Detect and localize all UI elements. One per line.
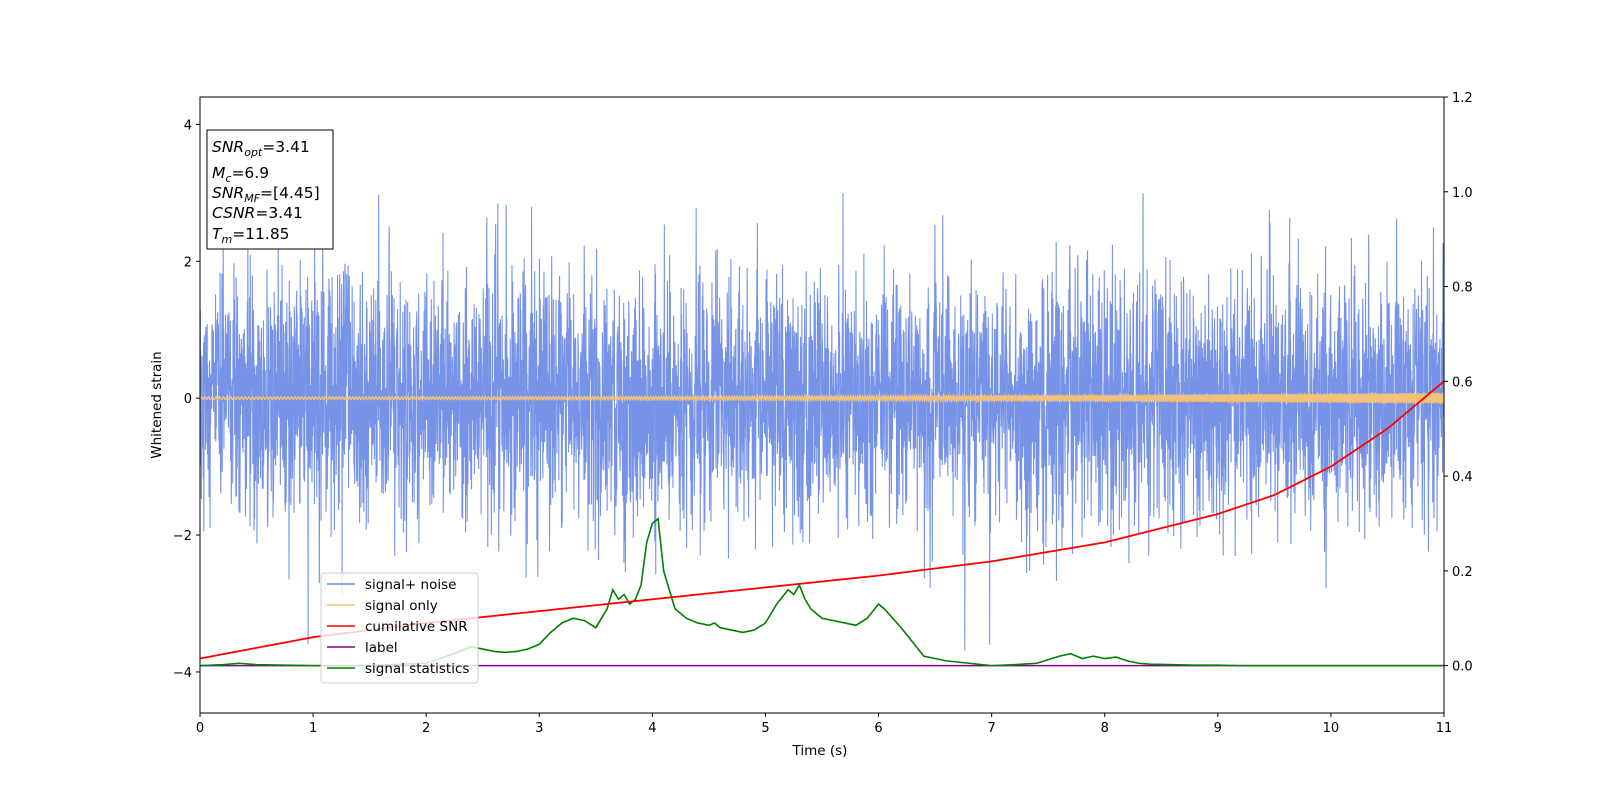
x-tick-label: 3 [535,721,543,736]
x-tick-label: 2 [422,721,430,736]
signal-only-line [200,391,1444,406]
y-right-tick-label: 1.0 [1452,186,1473,201]
y-right-tick-label: 0.8 [1452,281,1473,296]
y-right-tick-label: 0.2 [1452,565,1473,580]
y-axis-left: 4 2 0 −2 −4 [173,118,200,681]
legend-label-signal-statistics: signal statistics [365,661,469,677]
y-left-tick-label: −2 [173,529,192,544]
legend: signal+ noise signal only cumilative SNR… [320,572,479,684]
x-tick-label: 0 [196,721,204,736]
x-axis-label: Time (s) [792,743,848,759]
x-tick-label: 6 [874,721,882,736]
legend-label-cumulative-snr: cumilative SNR [365,619,468,635]
y-left-tick-label: 2 [184,255,192,270]
info-csnr: CSNR=3.41 [212,204,303,222]
signal-statistics-line [200,517,1444,667]
y-right-tick-label: 0.4 [1452,470,1473,485]
y-right-tick-label: 1.2 [1452,91,1473,106]
x-tick-label: 4 [648,721,656,736]
x-axis: 0 1 2 3 4 5 6 7 8 9 10 11 [196,713,1452,736]
y-left-tick-label: 0 [184,392,192,407]
x-tick-label: 5 [761,721,769,736]
x-tick-label: 8 [1101,721,1109,736]
y-right-tick-label: 0.0 [1452,660,1473,675]
info-tm: Tm=11.85 [212,225,290,246]
y-left-tick-label: −4 [173,666,192,681]
x-tick-label: 10 [1323,721,1340,736]
signal-statistics-series [200,517,1444,667]
y-right-tick-label: 0.6 [1452,375,1473,390]
info-snr-mf: SNRMF=[4.45] [212,184,320,205]
legend-label-signal-noise: signal+ noise [365,577,456,593]
x-tick-label: 11 [1436,721,1453,736]
signal-noise-series [200,193,1444,651]
y-axis-label: Whitened strain [149,351,165,458]
info-snr-opt: SNRopt=3.41 [212,138,310,159]
info-box: SNRopt=3.41 Mc=6.9 SNRMF=[4.45] CSNR=3.4… [206,129,334,250]
plot-frame [199,96,1445,714]
y-left-tick-label: 4 [184,118,192,133]
x-tick-label: 9 [1214,721,1222,736]
signal-only-series [200,391,1444,406]
x-tick-label: 7 [987,721,995,736]
signal-noise-line [200,193,1444,651]
legend-label-signal-only: signal only [365,598,438,614]
legend-frame [320,572,479,684]
info-box-frame [206,129,334,250]
x-tick-label: 1 [309,721,317,736]
legend-label-label: label [365,640,398,656]
y-axis-right: 1.2 1.0 0.8 0.6 0.4 0.2 0.0 [1444,91,1473,675]
info-mc: Mc=6.9 [212,164,269,185]
